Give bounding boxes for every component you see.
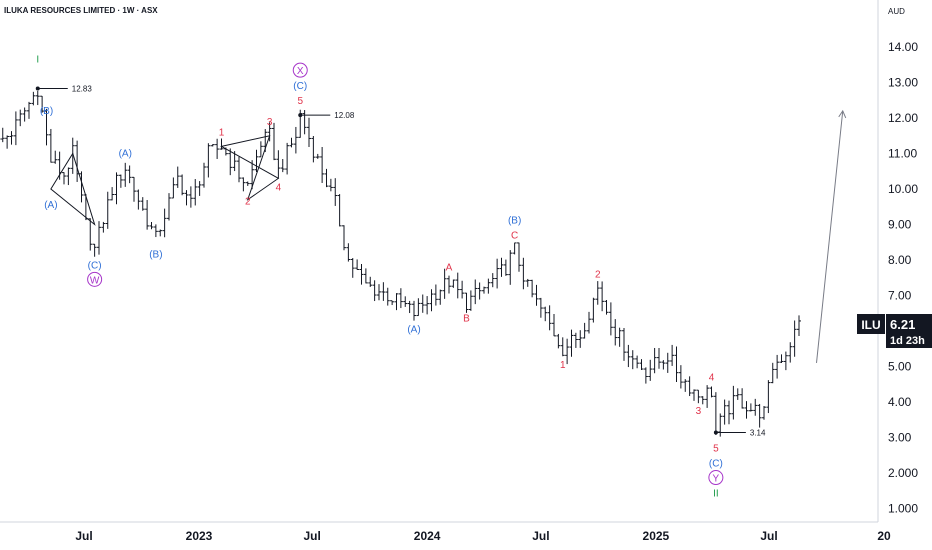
triangle-pattern bbox=[220, 135, 280, 201]
time-axis-ticks: Jul 2023 Jul 2024 Jul 2025 Jul 20 bbox=[75, 529, 891, 543]
time-tick-label: Jul bbox=[532, 529, 549, 543]
currency-label: AUD bbox=[888, 7, 905, 16]
wave-label: 5 bbox=[713, 444, 719, 455]
price-tick-label: 14.00 bbox=[888, 40, 918, 54]
wave-label-circle bbox=[708, 470, 724, 486]
last-price-value: 6.21 bbox=[890, 317, 915, 332]
price-tick-label: 13.00 bbox=[888, 76, 918, 90]
wave-label: I bbox=[36, 55, 39, 66]
price-tick-label: 11.00 bbox=[888, 147, 917, 161]
wave-label: W bbox=[90, 275, 100, 286]
wave-label-circle bbox=[87, 271, 103, 287]
wave-label: 3 bbox=[696, 406, 702, 417]
time-tick-label: 20 bbox=[877, 529, 891, 543]
wave-label: 5 bbox=[297, 96, 303, 107]
wave-label: 2 bbox=[595, 269, 601, 280]
wave-label: (A) bbox=[119, 149, 132, 160]
wave-label: Y bbox=[713, 474, 720, 485]
price-level-label: 12.08 bbox=[334, 111, 355, 120]
ohlc-bars bbox=[0, 90, 801, 437]
wave-label: B bbox=[463, 314, 470, 325]
wave-label: X bbox=[297, 66, 304, 77]
projection-arrowhead bbox=[838, 109, 847, 119]
time-tick-label: 2025 bbox=[643, 529, 670, 543]
price-axis-ticks: 14.0013.0012.0011.0010.009.008.007.006.0… bbox=[888, 40, 918, 516]
wave-label: (B) bbox=[40, 106, 53, 117]
price-tick-label: 3.00 bbox=[888, 431, 912, 445]
time-tick-label: Jul bbox=[303, 529, 320, 543]
ticker-badge-bg bbox=[857, 314, 885, 334]
price-tick-label: 9.00 bbox=[888, 218, 912, 232]
price-tick-label: 10.00 bbox=[888, 182, 918, 196]
wave-label: 3 bbox=[267, 117, 273, 128]
wave-label-circle bbox=[292, 62, 308, 78]
wave-drawings bbox=[50, 109, 847, 364]
time-axis[interactable]: Jul 2023 Jul 2024 Jul 2025 Jul 20 bbox=[0, 521, 891, 543]
price-badge-bg bbox=[886, 314, 932, 348]
wave-label: 1 bbox=[560, 360, 566, 371]
wave-label: (C) bbox=[293, 81, 307, 92]
wave-label: 4 bbox=[276, 182, 282, 193]
wave-label: (A) bbox=[44, 200, 57, 211]
ticker-badge: ILU bbox=[861, 318, 880, 332]
price-tick-label: 2.000 bbox=[888, 466, 918, 480]
wave-label: (C) bbox=[709, 459, 723, 470]
wave-label: 4 bbox=[709, 372, 715, 383]
wave-label: A bbox=[446, 262, 453, 273]
time-tick-label: 2024 bbox=[414, 529, 441, 543]
price-level-label: 12.83 bbox=[72, 85, 93, 94]
wave-label: 1 bbox=[219, 127, 225, 138]
wave-label: (A) bbox=[407, 324, 420, 335]
price-tick-label: 12.00 bbox=[888, 111, 918, 125]
price-levels: 12.83 12.08 3.14 bbox=[35, 85, 766, 438]
last-price-badge: ILU 6.21 1d 23h bbox=[857, 314, 932, 348]
price-tick-label: 5.00 bbox=[888, 360, 912, 374]
price-tick-label: 4.00 bbox=[888, 395, 912, 409]
price-tick-label: 1.000 bbox=[888, 502, 918, 516]
time-tick-label: 2023 bbox=[186, 529, 213, 543]
time-tick-label: Jul bbox=[760, 529, 777, 543]
wave-label: (B) bbox=[149, 250, 162, 261]
price-tick-label: 7.00 bbox=[888, 289, 912, 303]
wave-label: (B) bbox=[508, 215, 521, 226]
chart-title: ILUKA RESOURCES LIMITED · 1W · ASX bbox=[4, 6, 158, 15]
bar-countdown: 1d 23h bbox=[890, 335, 925, 347]
price-tick-label: 8.00 bbox=[888, 253, 912, 267]
price-axis[interactable]: AUD 14.00 13.00 12.00 11.00 10.00 9.00 8.00 7.0… bbox=[877, 0, 918, 522]
wave-label: (C) bbox=[88, 260, 102, 271]
time-tick-label: Jul bbox=[75, 529, 92, 543]
wave-label: C bbox=[511, 230, 518, 241]
projection-arrow bbox=[816, 110, 844, 364]
price-level-label: 3.14 bbox=[750, 429, 766, 438]
triangle-pattern bbox=[50, 152, 96, 226]
wave-label: 2 bbox=[245, 196, 251, 207]
wave-label: II bbox=[713, 489, 719, 500]
wave-labels: I (B) (A) (C) W (A) (B) 1 2 3 4 5 (C) X (A) A B C (B) 1 2 3 4 5… bbox=[36, 55, 724, 500]
